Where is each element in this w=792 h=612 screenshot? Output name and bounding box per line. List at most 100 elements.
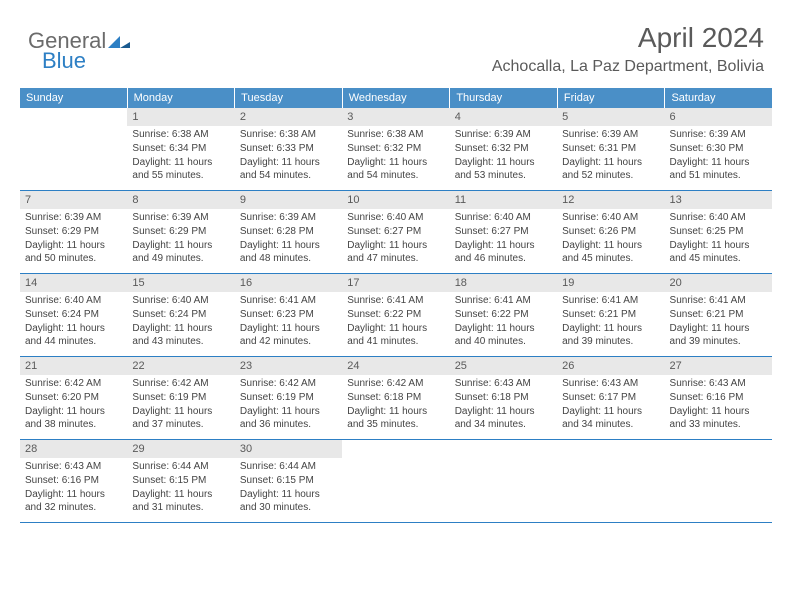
calendar-day-cell: 12Sunrise: 6:40 AMSunset: 6:26 PMDayligh…: [557, 191, 664, 273]
calendar-day-cell: [665, 440, 772, 522]
calendar-grid: SundayMondayTuesdayWednesdayThursdayFrid…: [20, 88, 772, 523]
sunset-text: Sunset: 6:23 PM: [240, 308, 337, 321]
sunrise-text: Sunrise: 6:40 AM: [562, 211, 659, 224]
calendar-week-row: 28Sunrise: 6:43 AMSunset: 6:16 PMDayligh…: [20, 440, 772, 523]
sunset-text: Sunset: 6:15 PM: [132, 474, 229, 487]
sunset-text: Sunset: 6:25 PM: [670, 225, 767, 238]
sunrise-text: Sunrise: 6:43 AM: [25, 460, 122, 473]
sunrise-text: Sunrise: 6:40 AM: [347, 211, 444, 224]
sunset-text: Sunset: 6:26 PM: [562, 225, 659, 238]
daylight-text: Daylight: 11 hours and 39 minutes.: [670, 322, 767, 348]
calendar-day-cell: 18Sunrise: 6:41 AMSunset: 6:22 PMDayligh…: [450, 274, 557, 356]
calendar-day-cell: [342, 440, 449, 522]
sunset-text: Sunset: 6:20 PM: [25, 391, 122, 404]
day-number: 25: [450, 357, 557, 375]
sunset-text: Sunset: 6:22 PM: [455, 308, 552, 321]
daylight-text: Daylight: 11 hours and 55 minutes.: [132, 156, 229, 182]
sunset-text: Sunset: 6:17 PM: [562, 391, 659, 404]
day-content: Sunrise: 6:39 AMSunset: 6:28 PMDaylight:…: [235, 209, 342, 270]
sunrise-text: Sunrise: 6:44 AM: [132, 460, 229, 473]
day-content: Sunrise: 6:42 AMSunset: 6:20 PMDaylight:…: [20, 375, 127, 436]
sunrise-text: Sunrise: 6:41 AM: [670, 294, 767, 307]
daylight-text: Daylight: 11 hours and 34 minutes.: [562, 405, 659, 431]
daylight-text: Daylight: 11 hours and 30 minutes.: [240, 488, 337, 514]
brand-word-2: Blue: [42, 48, 86, 74]
calendar-day-cell: 9Sunrise: 6:39 AMSunset: 6:28 PMDaylight…: [235, 191, 342, 273]
calendar-day-cell: 27Sunrise: 6:43 AMSunset: 6:16 PMDayligh…: [665, 357, 772, 439]
sunrise-text: Sunrise: 6:42 AM: [347, 377, 444, 390]
calendar-week-row: 1Sunrise: 6:38 AMSunset: 6:34 PMDaylight…: [20, 108, 772, 191]
daylight-text: Daylight: 11 hours and 52 minutes.: [562, 156, 659, 182]
day-number: 3: [342, 108, 449, 126]
sunrise-text: Sunrise: 6:39 AM: [670, 128, 767, 141]
day-header-sunday: Sunday: [20, 88, 128, 108]
sunset-text: Sunset: 6:21 PM: [562, 308, 659, 321]
calendar-day-cell: [450, 440, 557, 522]
sunset-text: Sunset: 6:29 PM: [25, 225, 122, 238]
sunset-text: Sunset: 6:24 PM: [25, 308, 122, 321]
day-content: Sunrise: 6:38 AMSunset: 6:33 PMDaylight:…: [235, 126, 342, 187]
day-content: Sunrise: 6:41 AMSunset: 6:21 PMDaylight:…: [665, 292, 772, 353]
day-number: 2: [235, 108, 342, 126]
day-number: 15: [127, 274, 234, 292]
calendar-day-cell: 22Sunrise: 6:42 AMSunset: 6:19 PMDayligh…: [127, 357, 234, 439]
day-number: 13: [665, 191, 772, 209]
day-number: 5: [557, 108, 664, 126]
daylight-text: Daylight: 11 hours and 49 minutes.: [132, 239, 229, 265]
sunrise-text: Sunrise: 6:42 AM: [132, 377, 229, 390]
day-content: Sunrise: 6:42 AMSunset: 6:19 PMDaylight:…: [235, 375, 342, 436]
day-number: 9: [235, 191, 342, 209]
daylight-text: Daylight: 11 hours and 41 minutes.: [347, 322, 444, 348]
day-number: 17: [342, 274, 449, 292]
day-header-wednesday: Wednesday: [343, 88, 451, 108]
calendar-day-cell: 25Sunrise: 6:43 AMSunset: 6:18 PMDayligh…: [450, 357, 557, 439]
daylight-text: Daylight: 11 hours and 36 minutes.: [240, 405, 337, 431]
day-number: 24: [342, 357, 449, 375]
sunrise-text: Sunrise: 6:43 AM: [455, 377, 552, 390]
day-content: Sunrise: 6:40 AMSunset: 6:24 PMDaylight:…: [127, 292, 234, 353]
sunset-text: Sunset: 6:16 PM: [670, 391, 767, 404]
sunrise-text: Sunrise: 6:39 AM: [25, 211, 122, 224]
daylight-text: Daylight: 11 hours and 44 minutes.: [25, 322, 122, 348]
day-content: Sunrise: 6:39 AMSunset: 6:29 PMDaylight:…: [20, 209, 127, 270]
day-number: 21: [20, 357, 127, 375]
sunrise-text: Sunrise: 6:44 AM: [240, 460, 337, 473]
sunrise-text: Sunrise: 6:39 AM: [240, 211, 337, 224]
sunset-text: Sunset: 6:27 PM: [347, 225, 444, 238]
sunset-text: Sunset: 6:18 PM: [347, 391, 444, 404]
calendar-day-cell: 21Sunrise: 6:42 AMSunset: 6:20 PMDayligh…: [20, 357, 127, 439]
day-content: Sunrise: 6:42 AMSunset: 6:19 PMDaylight:…: [127, 375, 234, 436]
day-number: 27: [665, 357, 772, 375]
daylight-text: Daylight: 11 hours and 51 minutes.: [670, 156, 767, 182]
location-subtitle: Achocalla, La Paz Department, Bolivia: [492, 58, 764, 76]
daylight-text: Daylight: 11 hours and 33 minutes.: [670, 405, 767, 431]
sunrise-text: Sunrise: 6:42 AM: [25, 377, 122, 390]
calendar-week-row: 7Sunrise: 6:39 AMSunset: 6:29 PMDaylight…: [20, 191, 772, 274]
calendar-day-cell: 5Sunrise: 6:39 AMSunset: 6:31 PMDaylight…: [557, 108, 664, 190]
daylight-text: Daylight: 11 hours and 34 minutes.: [455, 405, 552, 431]
day-header-monday: Monday: [128, 88, 236, 108]
calendar-day-cell: 23Sunrise: 6:42 AMSunset: 6:19 PMDayligh…: [235, 357, 342, 439]
day-number: 20: [665, 274, 772, 292]
day-header-tuesday: Tuesday: [235, 88, 343, 108]
daylight-text: Daylight: 11 hours and 37 minutes.: [132, 405, 229, 431]
daylight-text: Daylight: 11 hours and 45 minutes.: [670, 239, 767, 265]
sunrise-text: Sunrise: 6:41 AM: [240, 294, 337, 307]
day-content: Sunrise: 6:41 AMSunset: 6:23 PMDaylight:…: [235, 292, 342, 353]
calendar-day-cell: 4Sunrise: 6:39 AMSunset: 6:32 PMDaylight…: [450, 108, 557, 190]
day-content: Sunrise: 6:40 AMSunset: 6:24 PMDaylight:…: [20, 292, 127, 353]
sunrise-text: Sunrise: 6:40 AM: [670, 211, 767, 224]
day-content: Sunrise: 6:39 AMSunset: 6:32 PMDaylight:…: [450, 126, 557, 187]
daylight-text: Daylight: 11 hours and 38 minutes.: [25, 405, 122, 431]
calendar-day-cell: 6Sunrise: 6:39 AMSunset: 6:30 PMDaylight…: [665, 108, 772, 190]
calendar-day-cell: 19Sunrise: 6:41 AMSunset: 6:21 PMDayligh…: [557, 274, 664, 356]
day-content: Sunrise: 6:44 AMSunset: 6:15 PMDaylight:…: [127, 458, 234, 519]
daylight-text: Daylight: 11 hours and 35 minutes.: [347, 405, 444, 431]
day-content: Sunrise: 6:39 AMSunset: 6:31 PMDaylight:…: [557, 126, 664, 187]
day-number: 18: [450, 274, 557, 292]
calendar-day-cell: [557, 440, 664, 522]
sunrise-text: Sunrise: 6:39 AM: [132, 211, 229, 224]
brand-shape-icon: [108, 28, 130, 54]
day-number: 8: [127, 191, 234, 209]
daylight-text: Daylight: 11 hours and 54 minutes.: [347, 156, 444, 182]
